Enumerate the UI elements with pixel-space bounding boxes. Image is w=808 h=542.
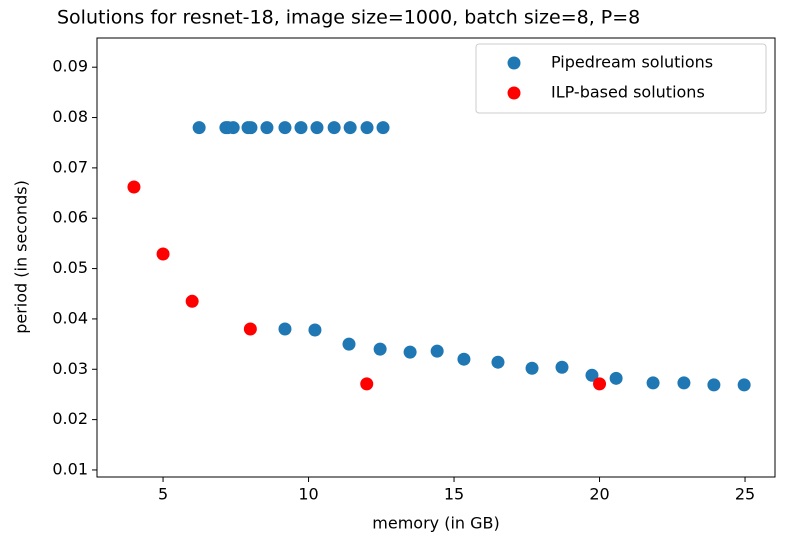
chart-title: Solutions for resnet-18, image size=1000… <box>57 7 640 29</box>
y-tick-label: 0.02 <box>52 409 88 428</box>
point <box>491 355 505 369</box>
x-tick-label: 15 <box>444 485 464 504</box>
legend-marker <box>507 56 521 70</box>
point <box>360 121 374 135</box>
point <box>707 378 721 392</box>
point <box>376 121 390 135</box>
y-tick-label: 0.05 <box>52 258 88 277</box>
point <box>430 344 444 358</box>
y-tick-label: 0.09 <box>52 57 88 76</box>
y-tick-label: 0.08 <box>52 107 88 126</box>
point <box>646 376 660 390</box>
point <box>243 322 257 336</box>
point <box>294 121 308 135</box>
point <box>403 345 417 359</box>
point <box>185 294 199 308</box>
point <box>737 378 751 392</box>
legend-marker <box>507 86 521 100</box>
point <box>343 121 357 135</box>
legend-label: Pipedream solutions <box>551 53 713 72</box>
point <box>260 121 274 135</box>
x-axis-label: memory (in GB) <box>372 514 499 533</box>
point <box>525 361 539 375</box>
point <box>373 342 387 356</box>
point <box>342 337 356 351</box>
x-tick-label: 5 <box>158 485 168 504</box>
plot-frame <box>96 37 776 478</box>
point <box>555 360 569 374</box>
y-tick-label: 0.06 <box>52 208 88 227</box>
x-tick-label: 10 <box>298 485 318 504</box>
point <box>360 377 374 391</box>
y-tick-label: 0.03 <box>52 359 88 378</box>
point <box>310 121 324 135</box>
legend-box <box>475 43 767 114</box>
point <box>593 377 607 391</box>
point <box>278 322 292 336</box>
y-tick-label: 0.07 <box>52 157 88 176</box>
x-tick-label: 20 <box>589 485 609 504</box>
y-tick-label: 0.01 <box>52 459 88 478</box>
point <box>192 121 206 135</box>
point <box>677 376 691 390</box>
y-tick-label: 0.04 <box>52 308 88 327</box>
point <box>278 121 292 135</box>
point <box>226 121 240 135</box>
point <box>244 121 258 135</box>
point <box>457 352 471 366</box>
y-axis-label: period (in seconds) <box>12 180 31 334</box>
point <box>156 247 170 261</box>
point <box>609 371 623 385</box>
point <box>127 180 141 194</box>
x-tick-label: 25 <box>735 485 755 504</box>
legend-label: ILP-based solutions <box>551 83 705 102</box>
point <box>327 121 341 135</box>
point <box>585 368 599 382</box>
point <box>308 323 322 337</box>
